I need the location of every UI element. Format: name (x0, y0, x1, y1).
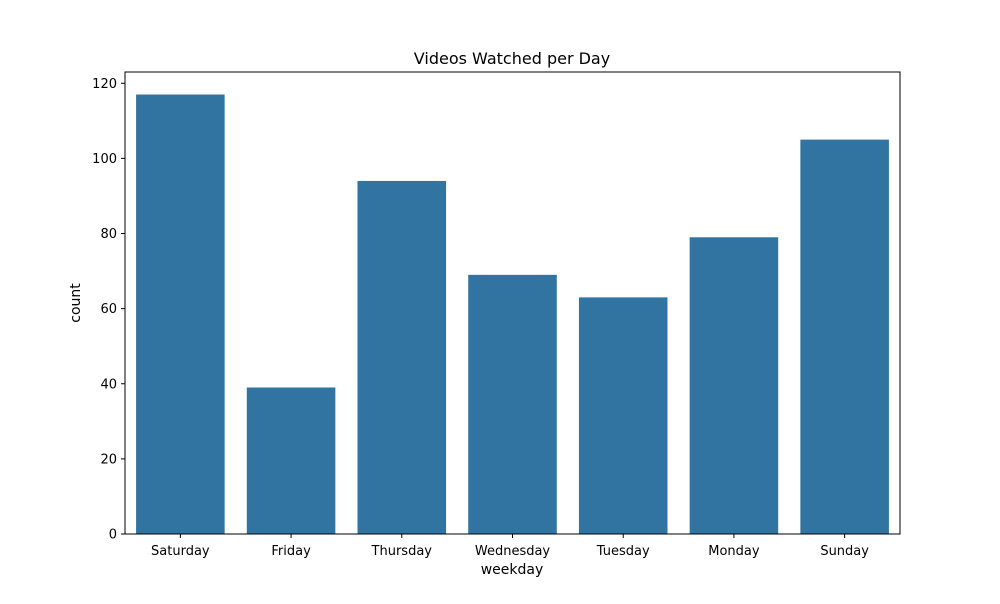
x-axis: Saturday Friday Thursday Wednesday Tuesday Mo… (151, 534, 869, 559)
chart-title: Videos Watched per Day (414, 49, 610, 68)
y-tick-label: 60 (100, 302, 117, 317)
x-tick-label: Monday (708, 544, 760, 559)
plot-area (136, 94, 889, 535)
x-tick-label: Wednesday (475, 544, 551, 559)
bar-sunday (800, 139, 889, 535)
bar-friday (246, 387, 336, 534)
bar-tuesday (578, 297, 668, 534)
y-tick-label: 80 (100, 227, 117, 242)
y-tick-label: 100 (92, 152, 117, 167)
y-axis: 0 20 40 60 80 100 120 (92, 77, 125, 543)
bar-wednesday (468, 274, 557, 534)
x-tick-label: Friday (271, 544, 311, 559)
plot-frame (124, 71, 901, 535)
y-axis-label: count (68, 283, 84, 323)
x-axis-label: weekday (481, 562, 544, 578)
y-tick-label: 40 (100, 377, 117, 392)
y-tick-label: 120 (92, 77, 117, 92)
y-tick-label: 20 (100, 452, 117, 467)
x-tick-label: Sunday (820, 544, 869, 559)
x-tick-label: Tuesday (596, 544, 650, 559)
bar-monday (689, 237, 779, 534)
x-tick-label: Saturday (151, 544, 210, 559)
x-tick-label: Thursday (371, 544, 433, 559)
bar-saturday (136, 94, 225, 534)
bar-thursday (357, 180, 447, 535)
y-tick-label: 0 (109, 528, 117, 543)
